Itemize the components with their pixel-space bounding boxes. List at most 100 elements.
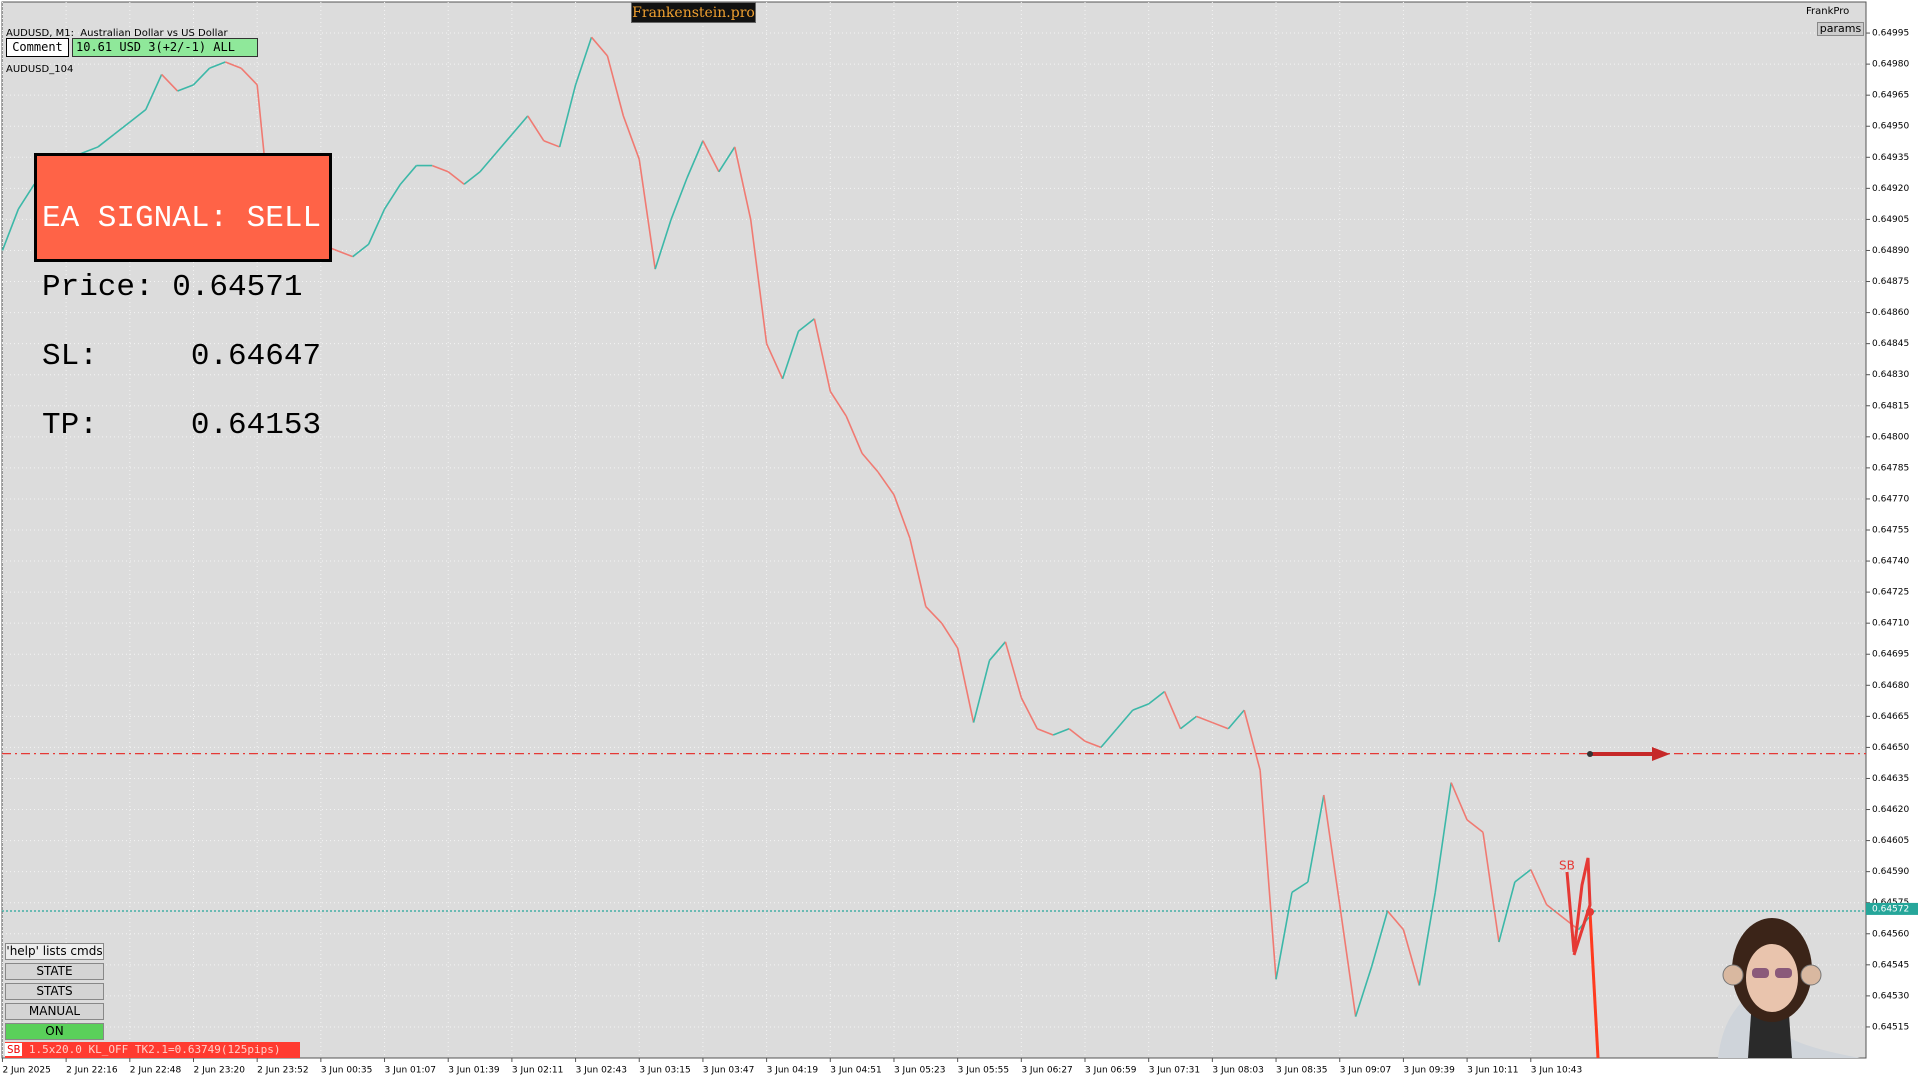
y-tick-label: 0.64665 [1872, 712, 1909, 722]
price-segment [1196, 715, 1213, 724]
price-segment [225, 61, 242, 70]
y-tick-label: 0.64965 [1872, 91, 1909, 101]
price-segment [1212, 721, 1229, 730]
price-segment [145, 74, 163, 111]
x-tick-label: 3 Jun 01:39 [448, 1066, 500, 1076]
x-tick-label: 3 Jun 08:35 [1276, 1066, 1327, 1076]
price-segment [941, 622, 959, 649]
state-button[interactable]: STATE [5, 963, 104, 980]
x-tick-label: 3 Jun 04:19 [767, 1066, 819, 1076]
on-button[interactable]: ON [5, 1023, 104, 1040]
avatar-headphone [1800, 964, 1822, 986]
y-tick-label: 0.64905 [1872, 215, 1909, 225]
price-segment [1498, 881, 1516, 943]
x-tick-label: 3 Jun 07:31 [1149, 1066, 1200, 1076]
price-segment [17, 183, 35, 210]
help-hint: 'help' lists cmds [5, 943, 104, 960]
comment-value: 10.61 USD 3(+2/-1) ALL [72, 38, 258, 57]
y-tick-label: 0.64515 [1872, 1022, 1909, 1032]
y-tick-label: 0.64875 [1872, 277, 1909, 287]
x-tick-label: 3 Jun 02:11 [512, 1066, 563, 1076]
entry-dot [1586, 908, 1594, 916]
avatar-headphone [1722, 964, 1744, 986]
chart-marker: SB [1559, 859, 1575, 873]
price-segment [574, 36, 593, 86]
price-segment [1100, 728, 1118, 748]
y-tick-label: 0.64890 [1872, 246, 1909, 256]
signal-row: SL: 0.64647 [42, 339, 322, 374]
price-segment [702, 140, 720, 173]
tp-projection [1588, 911, 1600, 1059]
price-segment [956, 647, 975, 723]
account: AUDUSD_104 [6, 64, 74, 75]
y-tick-label: 0.64635 [1872, 774, 1909, 784]
price-segment [1036, 728, 1054, 736]
y-tick-label: 0.64935 [1872, 153, 1909, 163]
y-tick-label: 0.64785 [1872, 463, 1909, 473]
y-tick-label: 0.64650 [1872, 743, 1909, 753]
status-bar: SB 1.5x20.0 KL_OFF TK2.1=0.63749(125pips… [5, 1042, 300, 1058]
price-segment [209, 61, 226, 70]
price-segment [1180, 715, 1197, 730]
price-segment [718, 146, 736, 173]
price-segment [1132, 703, 1149, 711]
signal-row: TP: 0.64153 [42, 408, 322, 443]
x-tick-label: 3 Jun 08:03 [1212, 1066, 1263, 1076]
price-segment [1148, 690, 1166, 705]
y-tick-label: 0.64590 [1872, 867, 1909, 877]
price-segment [1068, 728, 1086, 742]
price-segment [97, 133, 115, 148]
price-segment [367, 208, 386, 245]
x-tick-label: 3 Jun 09:07 [1340, 1066, 1391, 1076]
price-segment [1386, 910, 1405, 931]
price-segment [479, 152, 497, 173]
params-button[interactable]: params [1817, 22, 1864, 36]
price-segment [1259, 770, 1277, 980]
price-segment [909, 538, 927, 607]
y-tick-label: 0.64605 [1872, 836, 1909, 846]
x-tick-label: 3 Jun 05:23 [894, 1066, 945, 1076]
price-segment [765, 343, 784, 380]
price-segment [352, 243, 370, 258]
price-segment [399, 165, 417, 185]
x-tick-label: 2 Jun 22:16 [66, 1066, 118, 1076]
last-price-tag [1866, 902, 1918, 915]
price-segment [861, 452, 879, 473]
signal-row: Price: 0.64571 [42, 270, 303, 305]
y-tick-label: 0.64740 [1872, 557, 1909, 567]
x-tick-label: 3 Jun 10:11 [1467, 1066, 1518, 1076]
y-tick-label: 0.64545 [1872, 960, 1909, 970]
user: FrankPro [1806, 6, 1850, 17]
price-segment [431, 164, 449, 173]
price-segment [622, 115, 641, 160]
price-segment [1163, 691, 1182, 730]
price-segment [511, 115, 529, 136]
stats-button[interactable]: STATS [5, 983, 104, 1000]
price-segment [813, 318, 832, 392]
symbol: AUDUSD, M1: Australian Dollar vs US Doll… [6, 28, 228, 39]
y-tick-label: 0.64995 [1872, 29, 1909, 39]
comment-label: Comment [6, 38, 69, 57]
x-tick-label: 3 Jun 04:51 [830, 1066, 881, 1076]
signal-box: EA SIGNAL: SELL Price: 0.64571 SL: 0.646… [34, 153, 332, 441]
price-segment [877, 471, 895, 496]
x-tick-label: 3 Jun 05:55 [958, 1066, 1009, 1076]
price-segment [670, 177, 688, 220]
price-segment [1514, 868, 1532, 883]
price-segment [749, 219, 768, 344]
price-segment [1307, 794, 1325, 883]
price-segment [781, 330, 800, 380]
price-segment [829, 390, 847, 417]
price-segment [383, 183, 402, 210]
x-tick-label: 2 Jun 23:52 [257, 1066, 308, 1076]
price-segment [1530, 869, 1548, 906]
price-segment [1434, 782, 1452, 893]
price-segment [1402, 929, 1421, 986]
price-segment [558, 84, 577, 148]
manual-button[interactable]: MANUAL [5, 1003, 104, 1020]
status-text: 1.5x20.0 KL_OFF TK2.1=0.63749(125pips) [28, 1043, 281, 1056]
price-segment [81, 146, 99, 154]
x-tick-label: 3 Jun 10:43 [1531, 1066, 1582, 1076]
price-segment [1338, 904, 1357, 1017]
brand[interactable]: Frankenstein.pro [631, 2, 756, 23]
